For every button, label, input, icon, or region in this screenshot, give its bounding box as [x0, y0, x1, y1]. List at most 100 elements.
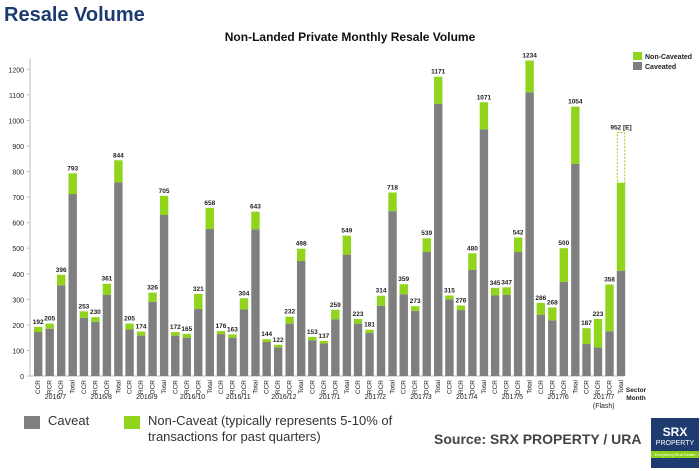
- legend-non-caveat-swatch: [124, 416, 140, 429]
- bar-value-label: 539: [421, 230, 432, 237]
- bar-caveated: [388, 211, 397, 376]
- bar-caveated: [479, 129, 489, 376]
- bar-value-label: 793: [67, 165, 78, 172]
- month-label: 2017/1: [319, 394, 341, 401]
- y-tick-label: 1100: [9, 93, 24, 100]
- bar-non-caveated: [605, 284, 614, 332]
- bar-non-caveated: [513, 237, 523, 253]
- bar-caveated: [490, 295, 500, 376]
- bar-caveated: [536, 314, 546, 376]
- bar-caveated: [616, 270, 626, 376]
- category-tick-label: Total: [161, 379, 168, 393]
- category-tick-label: OCR: [195, 380, 202, 395]
- bar-caveated: [205, 229, 214, 376]
- category-tick-label: CCR: [584, 380, 591, 394]
- bar-non-caveated: [308, 336, 317, 341]
- bar-non-caveated: [171, 332, 180, 336]
- source-credit: Source: SRX PROPERTY / URA: [434, 431, 642, 447]
- month-label: 2016/9: [136, 394, 158, 401]
- bar-value-label: 718: [387, 184, 398, 191]
- category-tick-label: Total: [70, 379, 77, 393]
- bar-value-label: 192: [33, 319, 44, 326]
- bar-caveated: [353, 323, 363, 376]
- bar-value-label: 232: [284, 309, 295, 316]
- y-tick-label: 200: [12, 323, 24, 330]
- y-tick-label: 300: [12, 297, 24, 304]
- bar-caveated: [91, 321, 100, 376]
- bar-non-caveated: [251, 211, 260, 230]
- category-tick-label: CCR: [172, 380, 179, 394]
- bar-value-label: 276: [456, 297, 467, 304]
- bar-caveated: [79, 317, 89, 376]
- bar-caveated: [605, 331, 614, 376]
- bar-non-caveated: [582, 328, 591, 345]
- logo-line1: SRX: [662, 425, 688, 439]
- legend-non-caveat-line1: Non-Caveat (typically represents 5-10% o…: [148, 413, 393, 428]
- bar-non-caveated: [468, 253, 477, 270]
- legend-swatch-non-caveated: [633, 52, 642, 60]
- bar-caveated: [548, 320, 557, 376]
- category-tick-label: RCR: [229, 380, 236, 394]
- bar-caveated: [114, 182, 123, 376]
- bar-caveated: [159, 214, 169, 376]
- bar-value-label: 358: [604, 276, 615, 283]
- bar-value-label: 643: [250, 204, 261, 211]
- category-tick-label: RCR: [595, 380, 602, 394]
- bar-caveated: [365, 333, 374, 376]
- category-tick-label: CCR: [127, 380, 134, 394]
- bar-caveated: [228, 337, 237, 376]
- category-tick-label: RCR: [275, 380, 282, 394]
- bar-value-label: 1054: [568, 99, 583, 106]
- bar-value-label: 314: [376, 288, 387, 295]
- bar-non-caveated: [616, 183, 626, 271]
- category-tick-label: OCR: [332, 380, 339, 395]
- bar-value-label: 223: [353, 311, 364, 318]
- bar-caveated: [399, 294, 408, 376]
- bar-caveated: [194, 309, 203, 376]
- bar-non-caveated: [114, 160, 123, 183]
- legend-caveat-swatch: [24, 416, 40, 429]
- bar-value-label: 153: [307, 329, 318, 336]
- bar-caveated: [411, 310, 420, 376]
- bar-value-label: 1171: [431, 69, 445, 76]
- category-tick-label: CCR: [81, 380, 88, 394]
- bar-non-caveated: [319, 340, 329, 344]
- category-tick-label: Total: [207, 379, 214, 393]
- month-label: 2017/5: [502, 394, 524, 401]
- bar-caveated: [34, 332, 43, 376]
- bar-caveated: [376, 305, 386, 376]
- bar-value-label: 359: [398, 276, 409, 283]
- bar-value-label: 286: [535, 295, 546, 302]
- bar-non-caveated: [559, 248, 569, 282]
- bar-caveated: [171, 335, 180, 376]
- bar-value-label: 844: [113, 152, 124, 159]
- category-tick-label: OCR: [424, 380, 431, 395]
- bar-caveated: [251, 229, 260, 376]
- bar-caveated: [434, 103, 443, 376]
- sector-caption: Sector: [626, 387, 647, 394]
- bar-non-caveated: [456, 305, 466, 311]
- bar-value-label: 542: [513, 229, 524, 236]
- bar-caveated: [502, 294, 511, 376]
- bar-non-caveated: [479, 102, 489, 130]
- category-tick-label: Total: [435, 379, 442, 393]
- bar-non-caveated: [331, 309, 340, 320]
- category-tick-label: Total: [252, 379, 259, 393]
- bar-non-caveated: [125, 323, 134, 330]
- bar-non-caveated: [388, 192, 397, 212]
- month-label: 2016/10: [180, 394, 205, 401]
- category-tick-label: CCR: [401, 380, 408, 394]
- bar-non-caveated: [239, 298, 249, 310]
- bar-projected-outline: [616, 132, 626, 184]
- category-tick-label: OCR: [104, 380, 111, 395]
- bar-caveated: [559, 281, 569, 376]
- bar-value-label: 304: [239, 290, 250, 297]
- bar-value-label: 181: [364, 322, 375, 329]
- category-tick-label: OCR: [241, 380, 248, 395]
- category-tick-label: OCR: [287, 380, 294, 395]
- category-tick-label: Total: [298, 379, 305, 393]
- bar-caveated: [342, 254, 352, 376]
- legend-non-caveat-label: Non-Caveat (typically represents 5-10% o…: [148, 413, 392, 445]
- bar-non-caveated: [445, 295, 454, 300]
- category-tick-label: RCR: [504, 380, 511, 394]
